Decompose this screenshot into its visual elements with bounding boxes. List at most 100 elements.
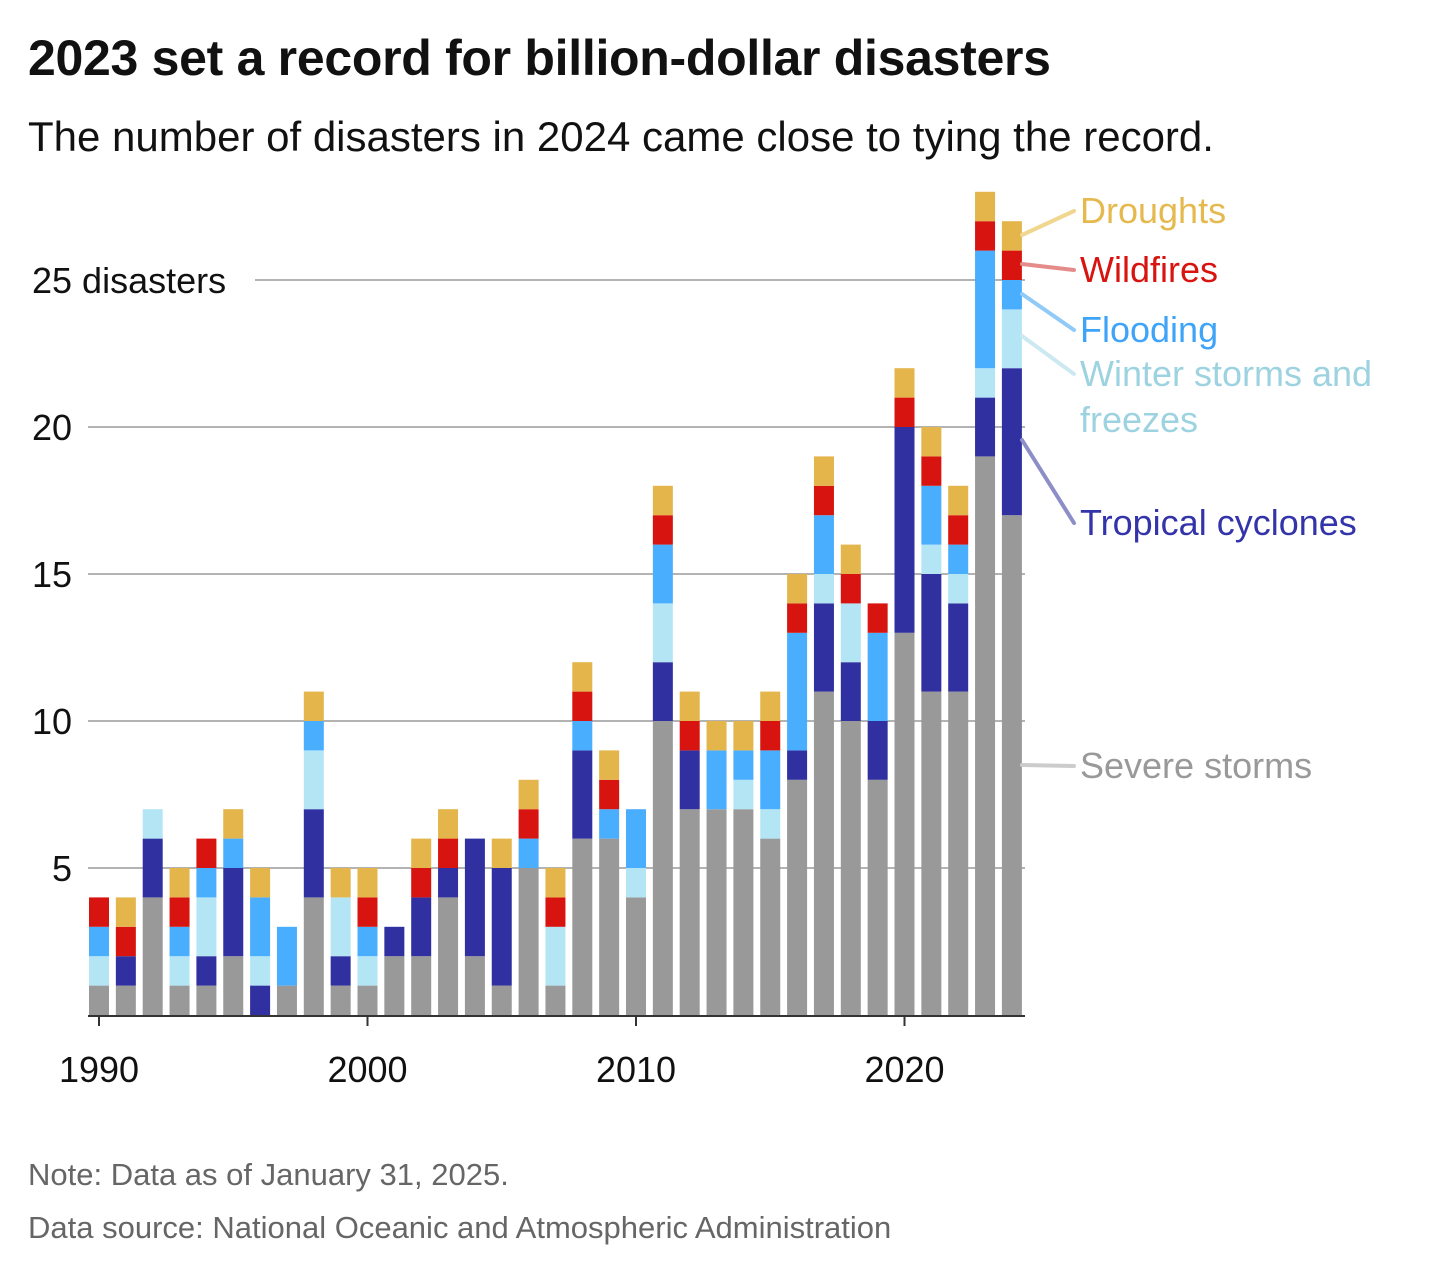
bar-1997-flooding [276, 926, 297, 986]
chart-source: Data source: National Oceanic and Atmosp… [28, 1210, 892, 1246]
bar-1996-droughts [250, 868, 271, 898]
bar-2020-severe-storms [894, 632, 915, 1015]
bar-1993-droughts [169, 868, 190, 898]
bar-2022-severe-storms [948, 691, 969, 1015]
bar-2024-flooding [1001, 280, 1022, 310]
bar-2022-flooding [948, 544, 969, 574]
bar-1992-winter-storms-and-freezes [142, 809, 163, 839]
x-tick-label-2010: 2010 [596, 1049, 676, 1090]
bar-1992-severe-storms [142, 897, 163, 1015]
bar-2015-wildfires [760, 721, 781, 751]
bar-1994-wildfires [196, 838, 217, 868]
gridlines: 5 10 15 20 25 disasters [32, 260, 1025, 889]
bar-2011-wildfires [652, 515, 673, 545]
bar-2010-severe-storms [626, 897, 646, 1015]
bar-1990-wildfires [89, 897, 109, 927]
bar-1991-droughts [115, 897, 136, 927]
y-tick-label-10: 10 [32, 701, 72, 742]
bar-2017-tropical-cyclones [813, 603, 834, 692]
bar-2021-winter-storms-and-freezes [921, 544, 942, 574]
bar-2012-tropical-cyclones [679, 750, 700, 810]
bar-2001-tropical-cyclones [384, 926, 405, 957]
legend-label-3-1: freezes [1080, 399, 1198, 440]
bar-2017-droughts [813, 456, 834, 486]
bar-2017-winter-storms-and-freezes [813, 574, 834, 604]
bar-2005-severe-storms [491, 985, 512, 1015]
bar-1994-tropical-cyclones [196, 956, 217, 986]
y-tick-label-25: 25 disasters [32, 260, 226, 301]
bar-1999-droughts [330, 868, 351, 898]
bar-1993-winter-storms-and-freezes [169, 956, 190, 986]
bar-1996-tropical-cyclones [250, 985, 271, 1015]
bar-2011-winter-storms-and-freezes [652, 603, 673, 663]
bar-2017-flooding [813, 515, 834, 574]
x-tick-label-2020: 2020 [864, 1049, 944, 1090]
bar-1998-severe-storms [303, 897, 324, 1015]
legend-label-2-0: Flooding [1080, 309, 1218, 350]
bar-2014-severe-storms [733, 809, 754, 1015]
bar-2008-droughts [572, 662, 593, 692]
bar-2008-flooding [572, 721, 593, 751]
bar-2014-flooding [733, 750, 754, 780]
bar-1998-tropical-cyclones [303, 809, 324, 898]
bars [89, 191, 1022, 1015]
bar-2003-droughts [438, 809, 459, 839]
bar-1990-winter-storms-and-freezes [89, 956, 109, 986]
bar-2019-tropical-cyclones [867, 721, 888, 780]
legend-leader-line-2 [1020, 292, 1076, 332]
bar-1998-winter-storms-and-freezes [303, 750, 324, 810]
bar-2019-wildfires [867, 603, 888, 633]
bar-2010-flooding [626, 809, 646, 868]
bar-2018-droughts [840, 544, 861, 574]
chart-subtitle: The number of disasters in 2024 came clo… [28, 113, 1214, 160]
bar-2015-winter-storms-and-freezes [760, 809, 781, 839]
bar-2007-droughts [545, 868, 566, 898]
bar-2017-wildfires [813, 485, 834, 516]
x-axis: 1990 2000 2010 2020 [59, 1015, 1025, 1090]
legend-leader-line-1 [1020, 262, 1076, 272]
bar-2015-severe-storms [760, 838, 781, 1015]
bar-2020-wildfires [894, 397, 915, 427]
bar-2012-wildfires [679, 721, 700, 751]
bar-2008-severe-storms [572, 838, 593, 1015]
bar-1995-severe-storms [223, 956, 244, 1015]
bar-2014-droughts [733, 721, 754, 751]
bar-2013-flooding [706, 750, 727, 810]
bar-2019-severe-storms [867, 779, 888, 1015]
bar-2022-winter-storms-and-freezes [948, 574, 969, 604]
bar-2004-tropical-cyclones [464, 838, 485, 957]
bar-2016-tropical-cyclones [787, 750, 808, 780]
bar-2020-droughts [894, 368, 915, 398]
bar-2012-droughts [679, 691, 700, 721]
bar-2009-flooding [599, 809, 620, 839]
bar-2003-wildfires [438, 838, 459, 868]
x-tick-label-2000: 2000 [327, 1049, 407, 1090]
bar-2018-tropical-cyclones [840, 662, 861, 721]
bar-2009-droughts [599, 750, 620, 780]
bar-2024-wildfires [1001, 250, 1022, 280]
bar-2002-droughts [411, 838, 432, 868]
bar-2023-flooding [975, 250, 996, 369]
bar-1992-tropical-cyclones [142, 838, 163, 898]
bar-1994-severe-storms [196, 985, 217, 1015]
bar-2023-tropical-cyclones [975, 397, 996, 457]
legend-leader-line-4 [1020, 438, 1076, 525]
bar-1995-tropical-cyclones [223, 868, 244, 957]
bar-1994-winter-storms-and-freezes [196, 897, 217, 957]
bar-1998-flooding [303, 721, 324, 751]
bar-2004-severe-storms [464, 956, 485, 1015]
bar-2016-wildfires [787, 603, 808, 633]
bar-1995-droughts [223, 809, 244, 839]
bar-2013-droughts [706, 721, 727, 751]
bar-2012-severe-storms [679, 809, 700, 1015]
bar-2022-droughts [948, 485, 969, 516]
bar-2016-droughts [787, 574, 808, 604]
bar-1991-wildfires [115, 926, 136, 957]
bar-2018-winter-storms-and-freezes [840, 603, 861, 663]
y-tick-label-15: 15 [32, 554, 72, 595]
bar-1998-droughts [303, 691, 324, 721]
bar-2011-severe-storms [652, 721, 673, 1015]
bar-2003-severe-storms [438, 897, 459, 1015]
bar-1997-severe-storms [276, 985, 297, 1015]
bar-2011-tropical-cyclones [652, 662, 673, 721]
